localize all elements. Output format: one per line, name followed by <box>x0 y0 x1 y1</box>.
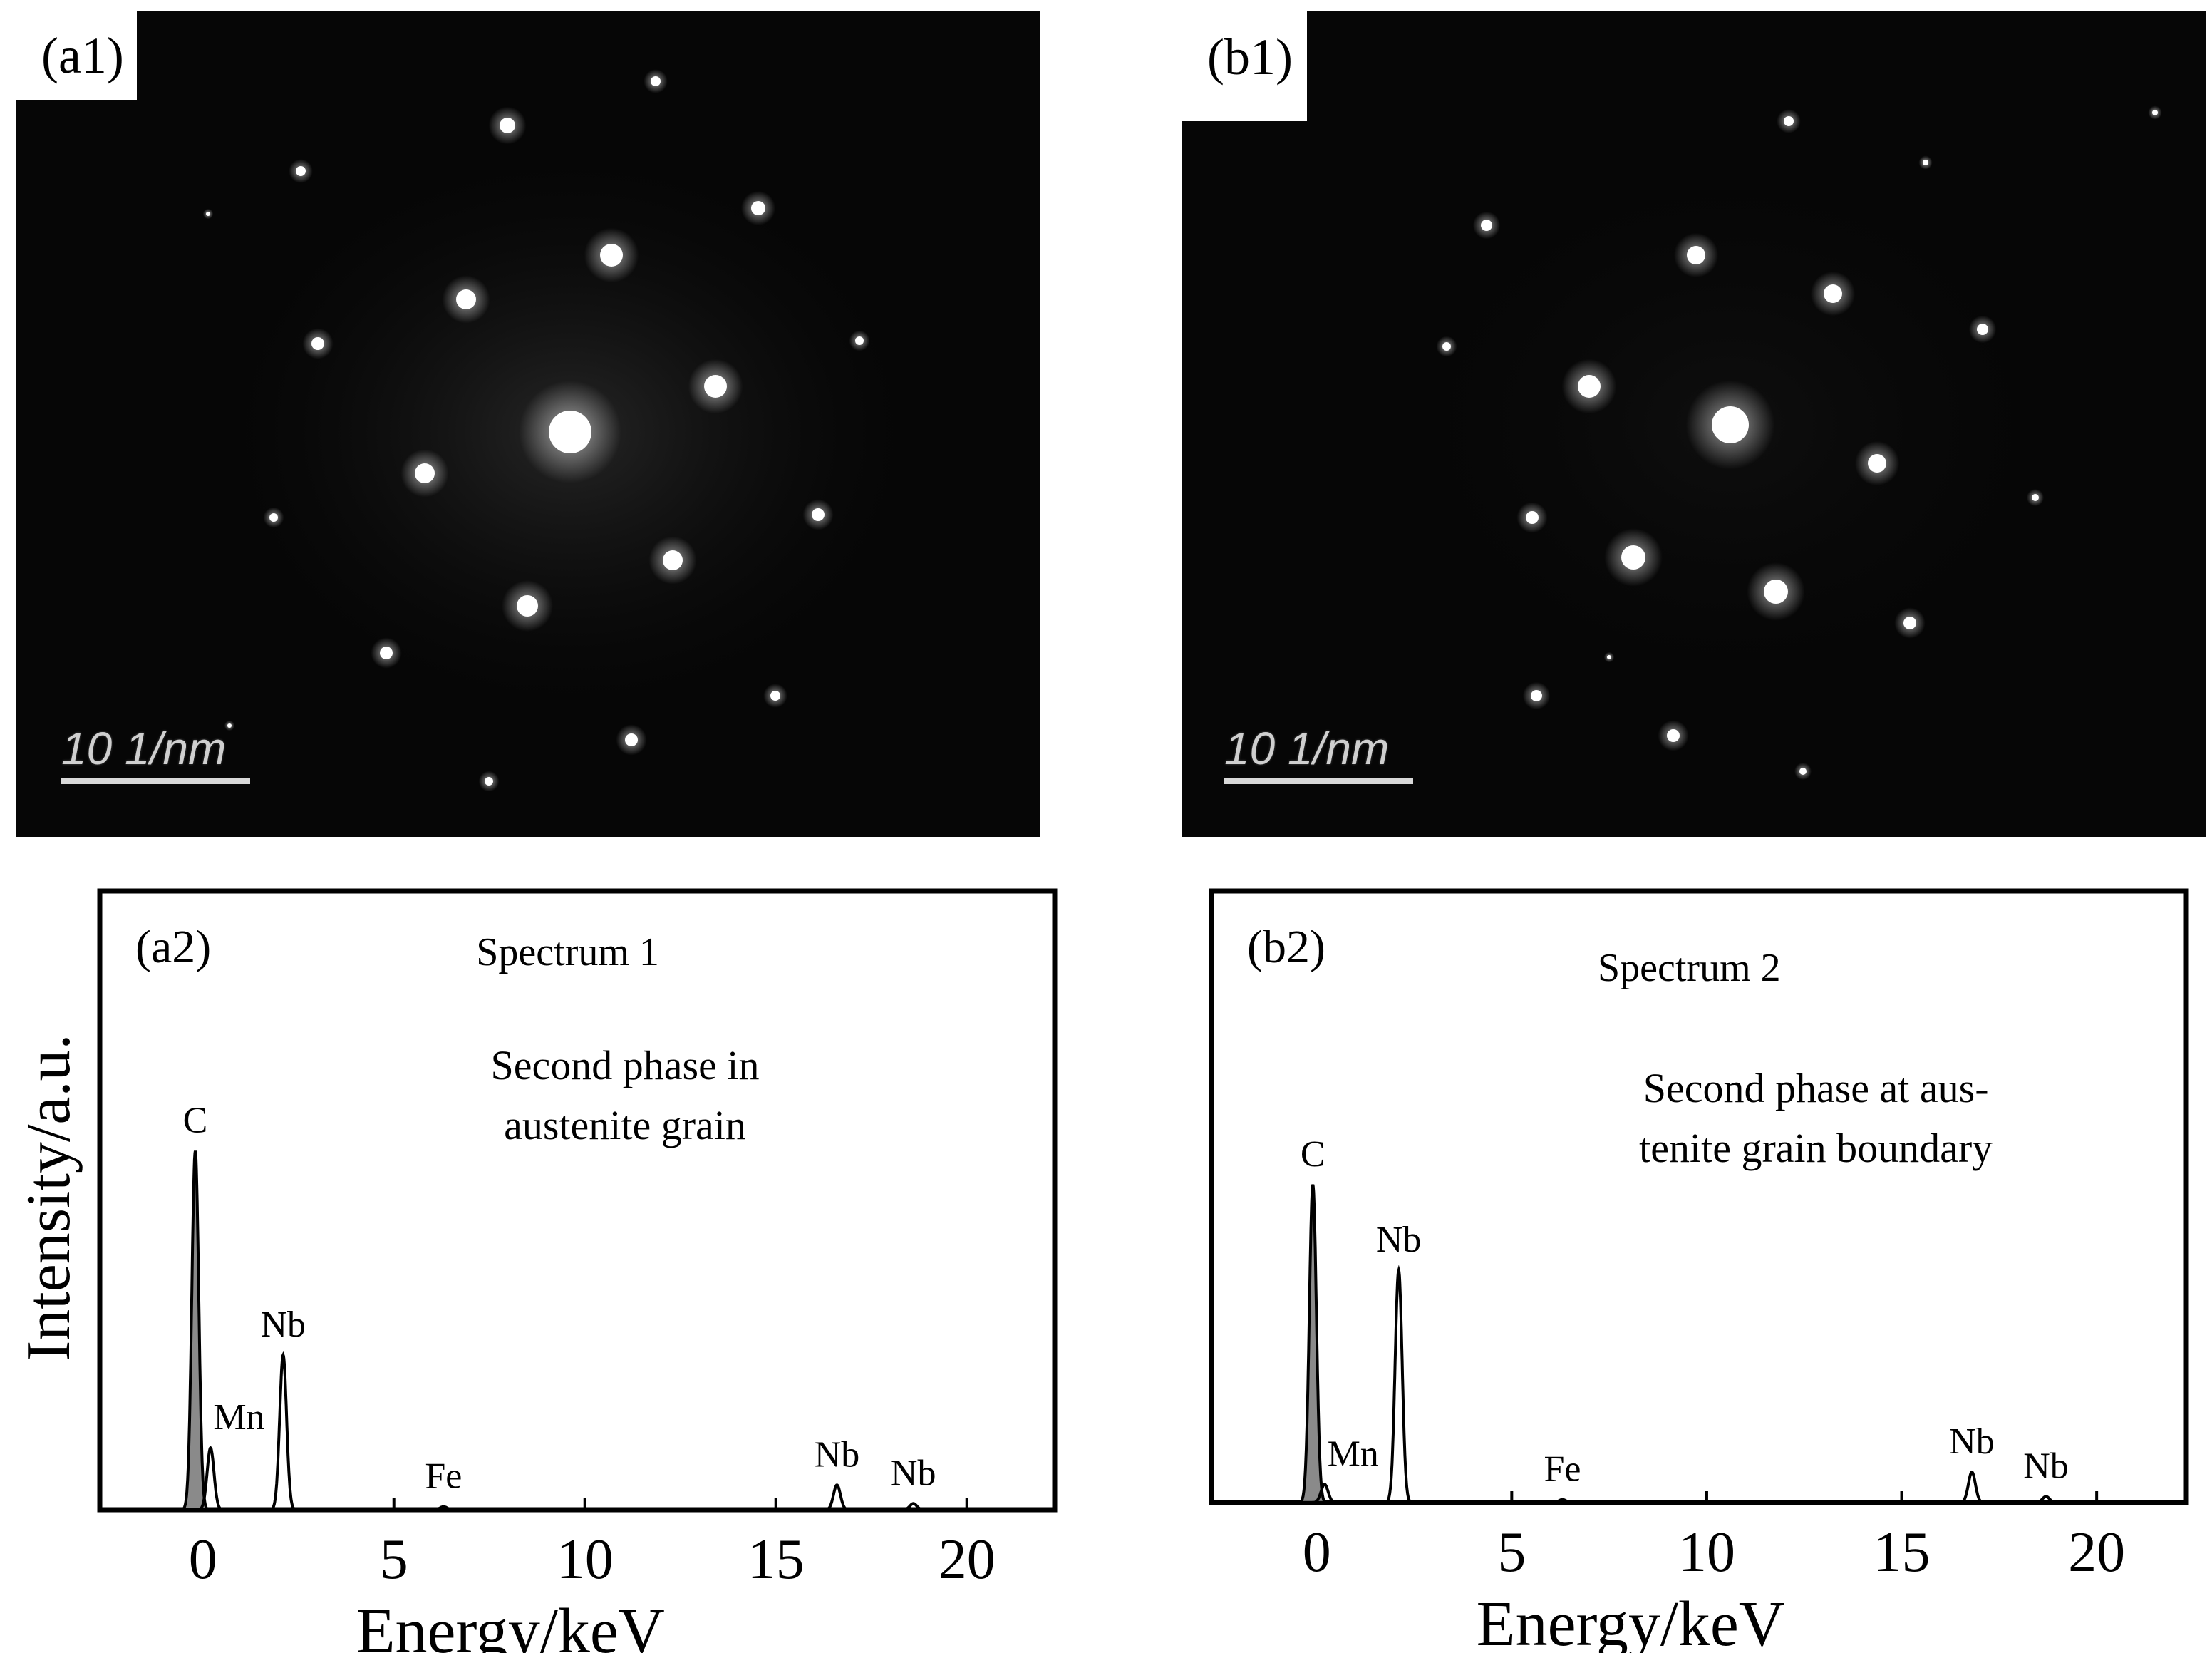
diffraction-spot <box>2032 494 2039 501</box>
diffraction-spot <box>269 513 278 522</box>
peak-label: Nb <box>2023 1446 2069 1486</box>
diffraction-spot <box>1923 160 1928 165</box>
diffraction-spot <box>2152 110 2158 115</box>
diffraction-spot <box>770 691 780 701</box>
annotation-text: austenite grain <box>504 1102 746 1148</box>
panel-label-b1: (b1) <box>1182 11 1307 121</box>
peak-label: C <box>183 1101 208 1141</box>
diffraction-spot <box>1977 324 1988 335</box>
diffraction-spot <box>1764 580 1788 604</box>
diffraction-spot <box>1578 375 1601 398</box>
x-tick-label: 5 <box>1497 1521 1526 1584</box>
diffraction-spot <box>625 733 638 746</box>
peak-label: Mn <box>213 1397 264 1438</box>
diffraction-spot <box>1667 729 1680 742</box>
x-tick-label: 15 <box>748 1528 805 1591</box>
scale-bar-a1: 10 1/nm <box>61 726 254 790</box>
diffraction-spot <box>1481 220 1492 231</box>
diffraction-pattern-a1 <box>16 11 1040 837</box>
plot-frame <box>1209 888 2189 1505</box>
diffraction-spot <box>517 595 538 617</box>
spectrum-peak <box>899 1502 926 1511</box>
x-tick-label: 10 <box>1678 1521 1735 1584</box>
y-axis-label: Intensity/a.u. <box>14 1034 83 1361</box>
diffraction-spot <box>456 289 476 309</box>
spectrum-peak <box>430 1505 458 1511</box>
diffraction-spot <box>500 118 515 133</box>
diffraction-spot <box>227 723 232 728</box>
diffraction-spot <box>1903 617 1916 629</box>
x-tick-label: 5 <box>380 1528 408 1591</box>
diffraction-spot <box>600 244 623 267</box>
peak-label: Nb <box>1949 1421 1995 1462</box>
diffraction-spot <box>812 508 825 521</box>
peak-label: Mn <box>1328 1433 1379 1474</box>
chart-title: Spectrum 2 <box>1598 946 1781 990</box>
saed-image-a1 <box>16 11 1040 837</box>
peak-label: C <box>1301 1134 1325 1175</box>
diffraction-spot <box>1824 284 1842 303</box>
eds-chart-a2: 0 5 10 15 20 Energy/keV (a2) Spectrum 1 Second p… <box>97 888 1058 1653</box>
scale-bar-b1: 10 1/nm <box>1224 726 1424 790</box>
annotation-text: Second phase in <box>491 1042 760 1088</box>
peak-label: Nb <box>891 1453 936 1493</box>
diffraction-spot <box>1531 690 1542 701</box>
x-tick-label: 20 <box>2068 1521 2125 1584</box>
diffraction-spot <box>651 76 661 86</box>
diffraction-spot <box>1442 342 1451 351</box>
diffraction-spot <box>1607 655 1611 659</box>
peak-label: Nb <box>1376 1220 1422 1260</box>
diffraction-spot <box>1784 116 1794 126</box>
panel-label-a1: (a1) <box>16 11 137 100</box>
diffraction-spot <box>485 777 493 786</box>
diffraction-pattern-b1 <box>1182 11 2206 837</box>
diffraction-spot <box>206 212 210 216</box>
x-tick-label: 10 <box>557 1528 614 1591</box>
x-axis-title: Energy/keV <box>1477 1589 1785 1653</box>
peak-label: Nb <box>815 1434 860 1475</box>
diffraction-spot <box>1687 246 1705 264</box>
panel-label: (b2) <box>1247 921 1325 973</box>
scale-bar-line-b1 <box>1224 778 1413 784</box>
diffraction-spot <box>1621 545 1645 570</box>
diffraction-spot <box>549 411 591 453</box>
x-tick-label: 15 <box>1874 1521 1931 1584</box>
panel-label: (a2) <box>135 921 211 973</box>
peak-label: Fe <box>425 1456 462 1497</box>
scale-bar-text-b1: 10 1/nm <box>1224 723 1390 774</box>
chart-title: Spectrum 1 <box>476 930 659 974</box>
diffraction-spot <box>311 337 324 350</box>
annotation-text: tenite grain boundary <box>1639 1125 1993 1171</box>
x-axis-title: Energy/keV <box>356 1596 665 1653</box>
diffraction-spot <box>1526 511 1539 524</box>
diffraction-spot <box>855 336 864 345</box>
spectrum-peak <box>1958 1470 1985 1504</box>
spectrum-peak <box>269 1351 297 1511</box>
eds-chart-b2: 0 5 10 15 20 Energy/keV (b2) Spectrum 2 Second p… <box>1209 888 2189 1653</box>
spectrum-peak <box>197 1446 224 1511</box>
x-tick-label: 0 <box>1303 1521 1331 1584</box>
saed-image-b1 <box>1182 11 2206 837</box>
diffraction-spot <box>380 647 393 659</box>
scale-bar-text-a1: 10 1/nm <box>61 723 227 774</box>
annotation-text: Second phase at aus- <box>1643 1065 1989 1111</box>
diffraction-spot <box>1868 454 1886 473</box>
diffraction-spot <box>751 201 765 215</box>
spectrum-peak <box>1385 1265 1413 1504</box>
diffraction-spot <box>296 166 306 176</box>
diffraction-spot <box>1799 768 1807 775</box>
spectrum-peak <box>2032 1495 2059 1504</box>
spectrum-peak <box>1549 1498 1576 1504</box>
diffraction-spot <box>704 375 727 398</box>
x-tick-label: 20 <box>939 1528 996 1591</box>
diffraction-spot <box>1712 406 1749 443</box>
peak-label: Fe <box>1544 1449 1581 1490</box>
diffraction-spot <box>415 463 435 483</box>
spectrum-peak <box>823 1483 850 1511</box>
x-tick-label: 0 <box>189 1528 217 1591</box>
diffraction-spot <box>663 550 683 570</box>
scale-bar-line-a1 <box>61 778 250 784</box>
peak-label: Nb <box>260 1304 306 1345</box>
spectrum-peak <box>1311 1483 1338 1504</box>
